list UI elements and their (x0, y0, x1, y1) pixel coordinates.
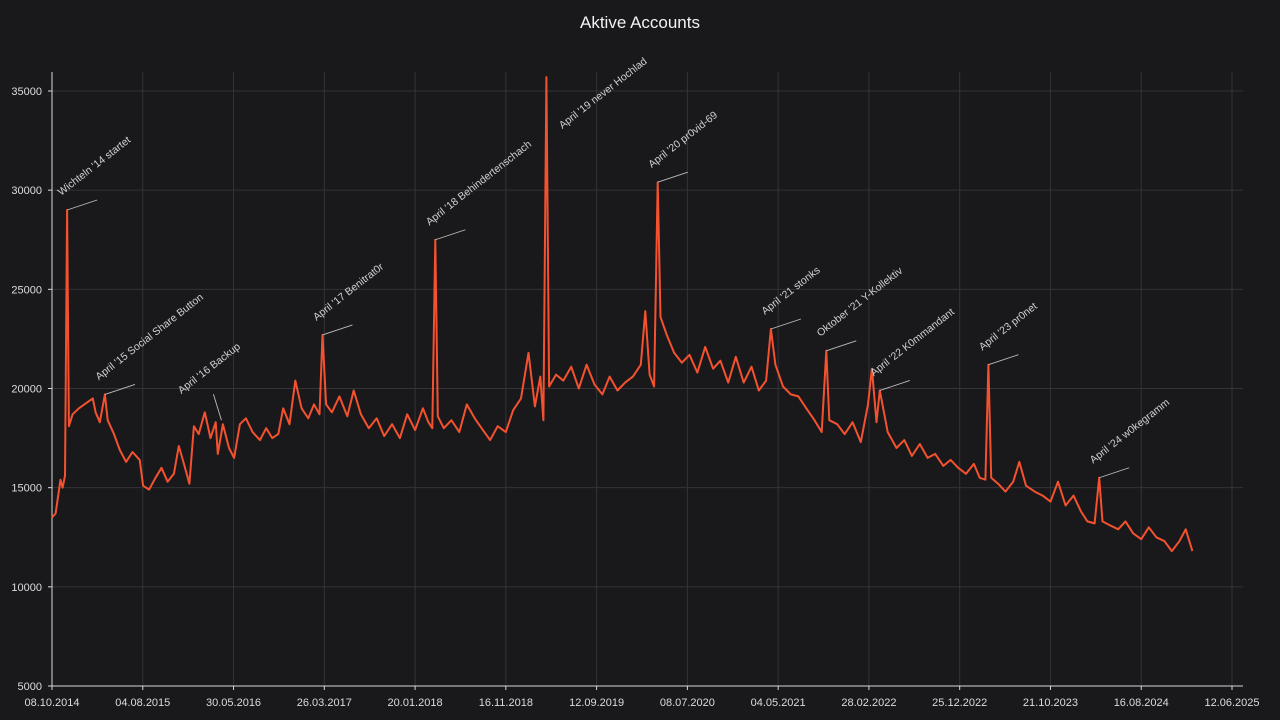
x-tick-label: 30.05.2016 (206, 697, 261, 709)
x-tick-label: 04.05.2021 (751, 697, 806, 709)
grid (52, 72, 1243, 686)
y-tick-label: 15000 (11, 483, 42, 495)
annotation-leader (657, 171, 688, 183)
x-tick-label: 12.09.2019 (569, 697, 624, 709)
annotation-leader (879, 380, 910, 391)
x-tick-label: 21.10.2023 (1023, 697, 1078, 709)
x-tick-label: 04.08.2015 (115, 697, 170, 709)
annotation-label: April '24 w0kegramm (1088, 396, 1173, 466)
y-tick-label: 30000 (11, 185, 42, 197)
annotation-label: April '23 pr0net (977, 300, 1040, 353)
annotation-leader (988, 354, 1019, 366)
x-tick-label: 16.08.2024 (1114, 697, 1169, 709)
y-tick-label: 25000 (11, 284, 42, 296)
annotation-leader (1099, 467, 1130, 479)
annotation-leader (770, 318, 802, 330)
annotation-leader (826, 340, 857, 352)
x-tick-label: 08.07.2020 (660, 697, 715, 709)
annotation-label: April '20 pr0vid-69 (646, 109, 720, 170)
y-tick-label: 5000 (18, 681, 42, 693)
annotation-label: Wichteln '14 startet (56, 134, 134, 198)
annotation-label: April '17 Benitrat0r (311, 261, 387, 324)
x-tick-label: 12.06.2025 (1204, 697, 1259, 709)
annotation-leader (66, 199, 98, 211)
annotations: Wichteln '14 startet April '15 Social Sha… (56, 55, 1173, 479)
y-tick-label: 20000 (11, 384, 42, 396)
annotation-leader (104, 384, 136, 395)
annotation-label: Oktober '21 Y-Kollektiv (815, 264, 906, 339)
x-tick-label: 20.01.2018 (388, 697, 443, 709)
x-tick-label: 28.02.2022 (841, 697, 896, 709)
annotation-leader (435, 229, 466, 241)
y-tick-label: 10000 (11, 582, 42, 594)
series-line (51, 76, 1194, 553)
x-tick-label: 08.10.2014 (24, 697, 79, 709)
y-tick-label: 35000 (11, 86, 42, 98)
plot-area (51, 76, 1194, 553)
annotation-label: April '21 stonks (759, 264, 822, 317)
annotation-label: April '19 never Hochlad (557, 55, 650, 131)
chart-title: Aktive Accounts (580, 13, 700, 32)
annotation-leader (213, 394, 222, 421)
annotation-label: April '22 K0mmandant (868, 306, 957, 379)
x-tick-label: 16.11.2018 (479, 697, 533, 709)
x-tick-label: 26.03.2017 (297, 697, 352, 709)
annotation-label: April '18 Behindertenschach (424, 138, 534, 228)
axes: 08.10.2014 04.08.2015 30.05.2016 26.03.2017… (11, 72, 1260, 709)
annotation-label: April '15 Social Share Button (93, 291, 206, 383)
annotation-leader (322, 324, 353, 336)
x-tick-label: 25.12.2022 (932, 697, 987, 709)
